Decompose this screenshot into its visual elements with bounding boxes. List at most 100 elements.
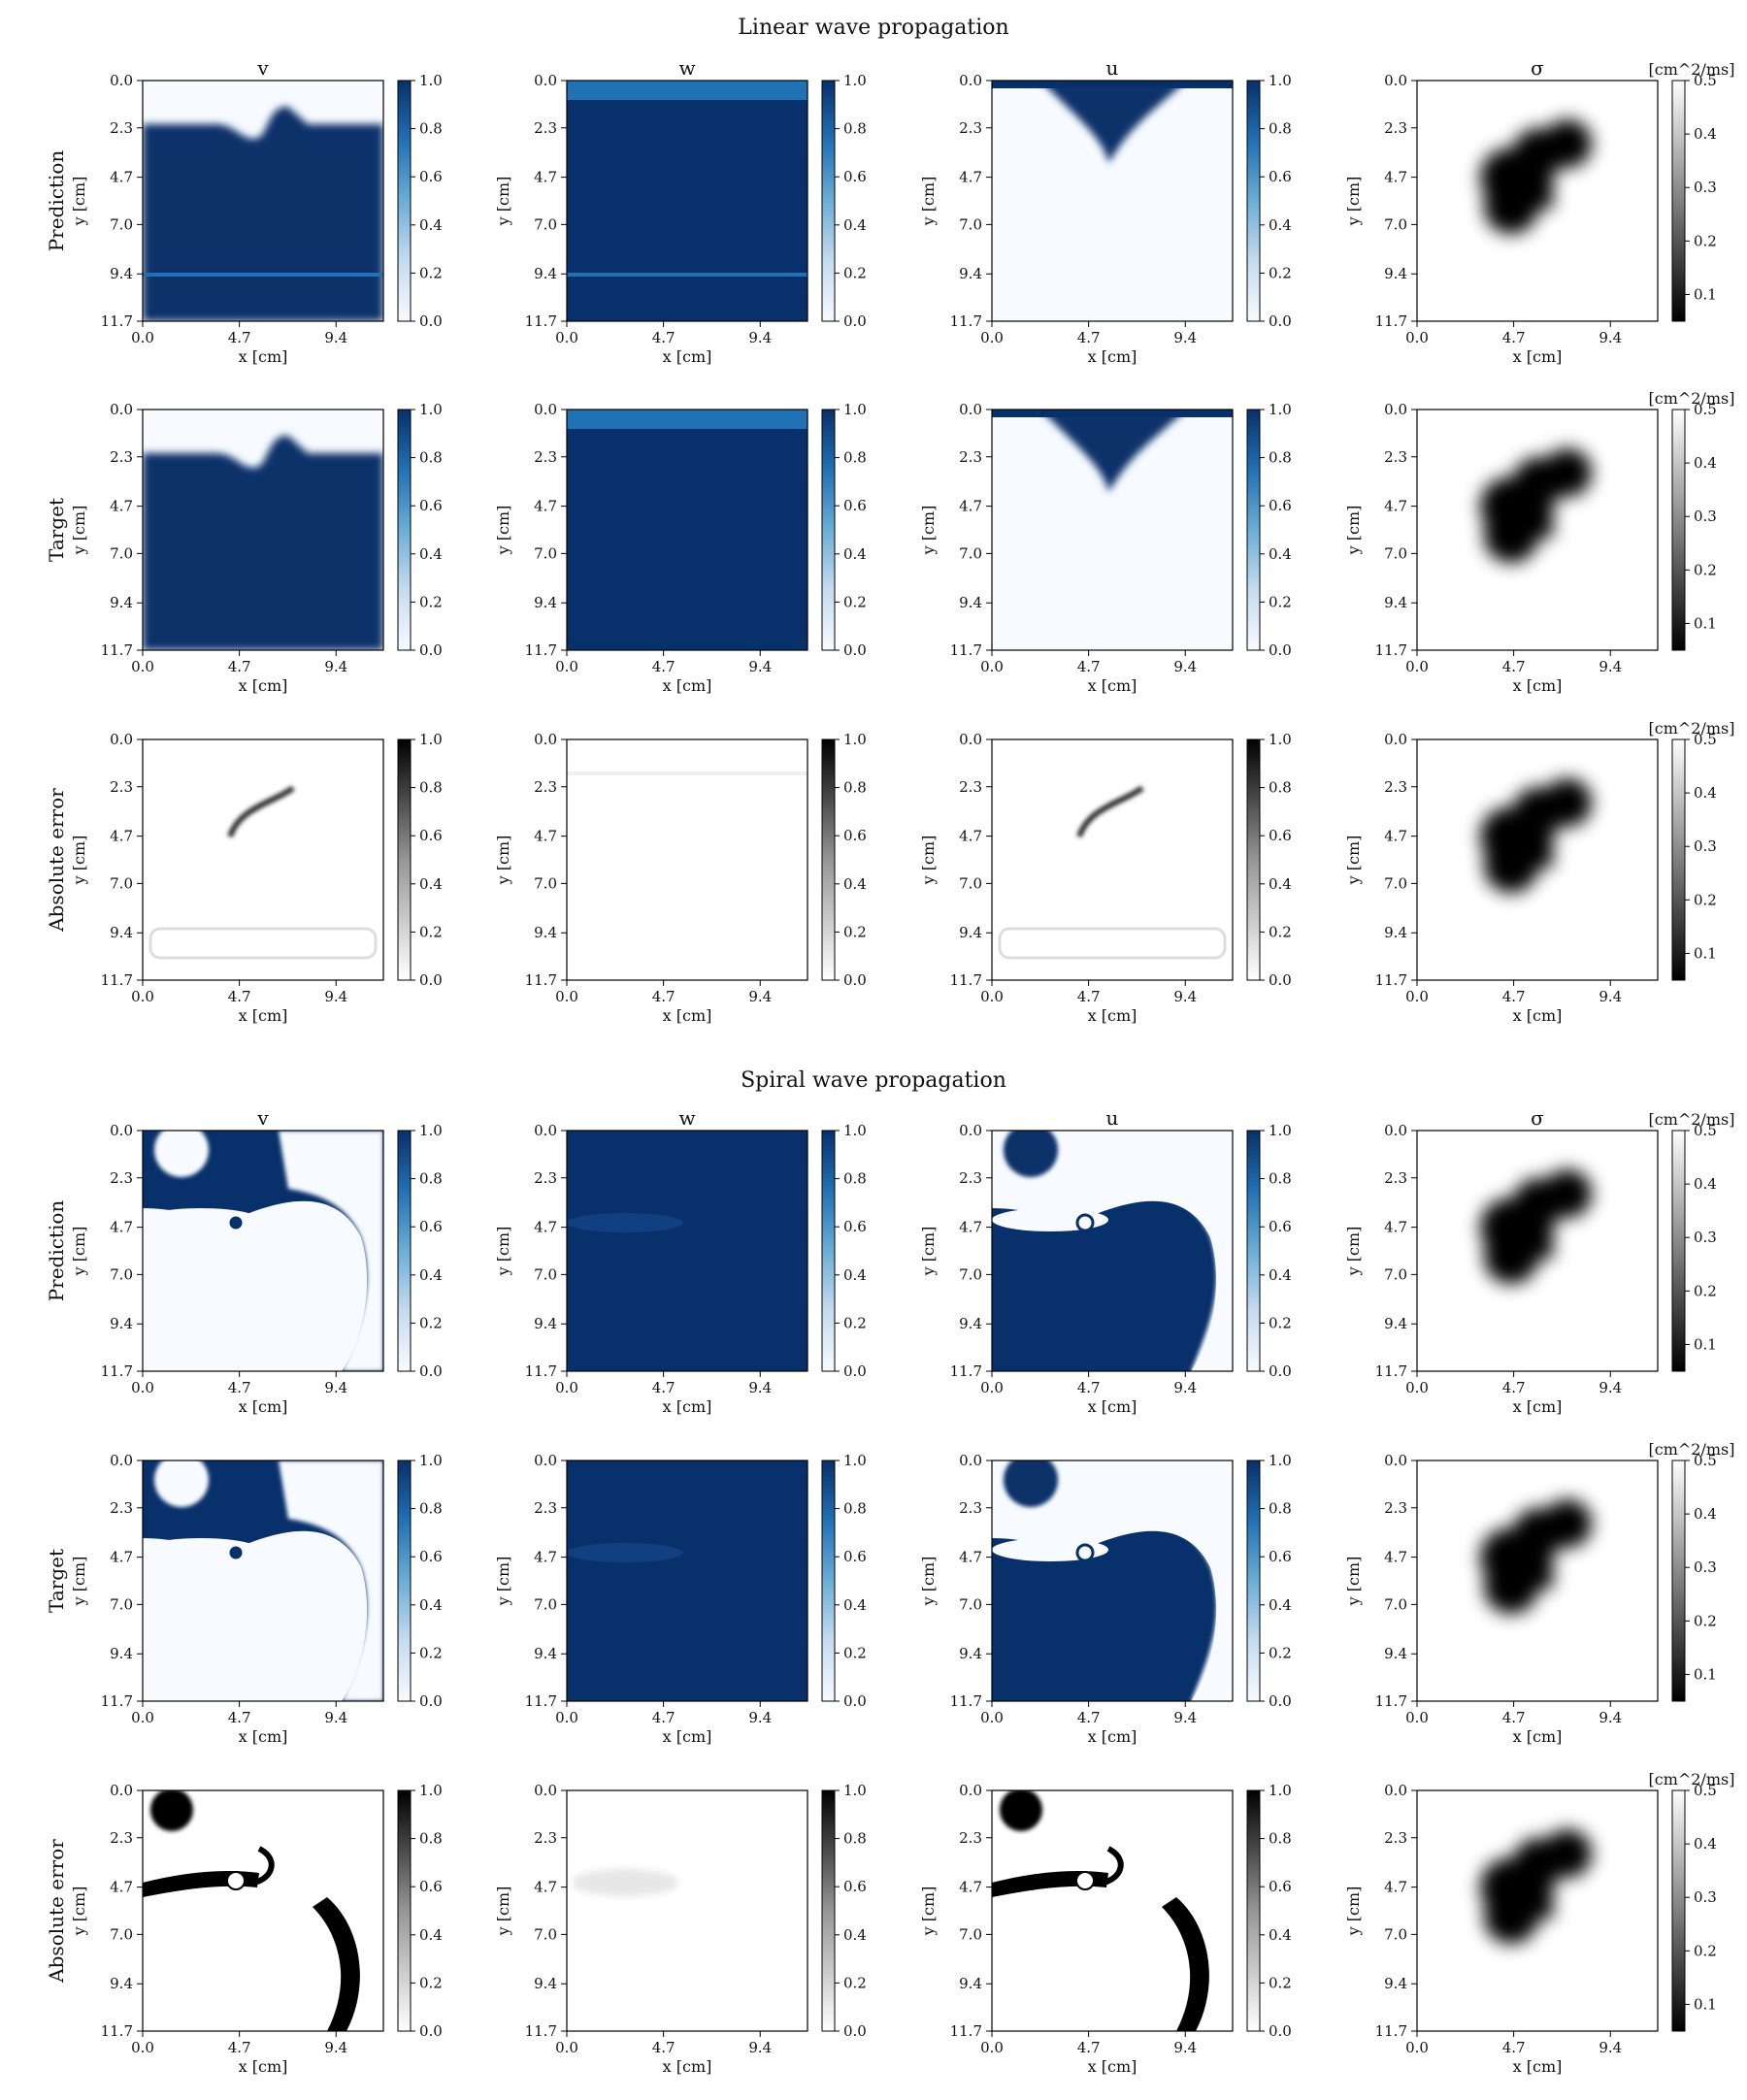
colorbar-gradient	[1246, 1789, 1261, 2032]
y-tick-label: 4.7	[534, 1879, 557, 1896]
colorbar-tick-label: 0.2	[419, 593, 443, 610]
y-axis-label: y [cm]	[1344, 506, 1363, 556]
colorbar-tick-label: 0.6	[843, 827, 867, 844]
colorbar-tick-label: 0.3	[1694, 508, 1717, 525]
y-tick-label: 11.7	[101, 641, 133, 659]
panel-1-1-1: 0.0 4.7 9.4 0.0 2.3 4.7 7.0 9.4 11.7 x [cm] y [cm]…	[494, 1452, 867, 1746]
y-tick-label: 11.7	[525, 641, 557, 659]
x-axis-label: x [cm]	[1088, 1006, 1137, 1025]
colorbar-unit: [cm^2/ms]	[1649, 1110, 1735, 1129]
y-tick-label: 0.0	[959, 1782, 982, 1799]
colorbar-tick-label: 0.8	[419, 779, 443, 797]
panel-1-1-0: 0.0 4.7 9.4 0.0 2.3 4.7 7.0 9.4 11.7 x [cm] y [cm]…	[45, 1452, 443, 1746]
x-tick-label: 4.7	[1502, 1379, 1526, 1396]
x-tick-label: 9.4	[324, 658, 347, 675]
y-axis-label: y [cm]	[919, 1227, 938, 1277]
x-tick-label: 4.7	[228, 1709, 251, 1726]
y-tick-label: 9.4	[110, 924, 133, 941]
colorbar-tick-label: 0.8	[1269, 779, 1292, 797]
y-tick-label: 9.4	[1384, 1645, 1407, 1662]
colorbar-tick-label: 0.0	[419, 641, 443, 659]
column-title: v	[256, 1106, 269, 1130]
heatmap-image	[567, 410, 808, 650]
colorbar-tick-label: 0.2	[1694, 561, 1717, 578]
colorbar-tick-label: 0.8	[1269, 1170, 1292, 1188]
y-tick-label: 9.4	[1384, 924, 1407, 941]
y-tick-label: 4.7	[110, 169, 133, 186]
colorbar-tick-label: 0.0	[419, 1692, 443, 1710]
panel-0-0-1: 0.0 4.7 9.4 0.0 2.3 4.7 7.0 9.4 11.7 x [cm] y [cm]…	[494, 56, 867, 366]
y-tick-label: 7.0	[110, 215, 133, 233]
x-tick-label: 0.0	[1405, 988, 1429, 1005]
y-tick-label: 11.7	[950, 641, 982, 659]
y-tick-label: 9.4	[959, 1645, 982, 1662]
axes-frame	[566, 1460, 808, 1702]
x-tick-label: 9.4	[748, 1709, 772, 1726]
panel-0-2-3: 0.0 4.7 9.4 0.0 2.3 4.7 7.0 9.4 11.7 x [cm] y [cm]…	[1344, 719, 1734, 1025]
colorbar-tick-label: 0.0	[1269, 312, 1292, 330]
x-tick-label: 9.4	[1173, 988, 1197, 1005]
x-tick-label: 9.4	[1599, 329, 1622, 346]
heatmap-image	[567, 81, 808, 321]
colorbar-tick-label: 0.2	[419, 264, 443, 281]
x-tick-label: 4.7	[1077, 329, 1101, 346]
x-tick-label: 0.0	[131, 988, 154, 1005]
colorbar-tick-label: 0.8	[1269, 449, 1292, 467]
x-tick-label: 9.4	[1173, 1709, 1197, 1726]
colorbar-tick-label: 0.4	[843, 1266, 867, 1284]
colorbar: 0.0 0.2 0.4 0.6 0.8 1.0	[397, 401, 443, 659]
panel-1-0-0: 0.0 4.7 9.4 0.0 2.3 4.7 7.0 9.4 11.7 x [cm] y [cm]…	[45, 1106, 443, 1416]
colorbar-tick-label: 0.2	[1694, 1942, 1717, 1959]
x-tick-label: 0.0	[131, 2039, 154, 2056]
heatmap-image	[1417, 739, 1658, 980]
y-tick-label: 9.4	[1384, 265, 1407, 282]
x-axis-label: x [cm]	[663, 347, 712, 366]
panel-1-0-3: 0.0 4.7 9.4 0.0 2.3 4.7 7.0 9.4 11.7 x [cm] y [cm]…	[1344, 1106, 1734, 1416]
x-tick-label: 9.4	[748, 988, 772, 1005]
x-tick-label: 4.7	[228, 2039, 251, 2056]
axes-frame	[1416, 409, 1659, 651]
y-tick-label: 4.7	[959, 1219, 982, 1236]
y-tick-label: 0.0	[110, 731, 133, 748]
x-tick-label: 9.4	[1173, 329, 1197, 346]
heatmap-image	[567, 1131, 808, 1371]
y-tick-label: 11.7	[525, 971, 557, 989]
x-tick-label: 9.4	[324, 329, 347, 346]
colorbar: 0.1 0.2 0.3 0.4 0.5[cm^2/ms]	[1649, 1110, 1735, 1372]
colorbar-gradient	[1671, 409, 1686, 651]
y-axis-label: y [cm]	[70, 177, 88, 227]
colorbar-tick-label: 0.0	[843, 2022, 867, 2040]
y-tick-label: 9.4	[534, 265, 557, 282]
colorbar-tick-label: 0.8	[419, 1170, 443, 1188]
x-tick-label: 9.4	[748, 658, 772, 675]
colorbar-tick-label: 1.0	[419, 72, 443, 89]
colorbar-tick-label: 0.8	[419, 449, 443, 467]
y-tick-label: 0.0	[110, 1452, 133, 1469]
y-tick-label: 4.7	[110, 1879, 133, 1896]
y-tick-label: 4.7	[959, 498, 982, 515]
y-tick-label: 0.0	[534, 401, 557, 418]
y-tick-label: 7.0	[110, 874, 133, 892]
colorbar-tick-label: 0.3	[1694, 1229, 1717, 1246]
colorbar-tick-label: 0.8	[843, 1170, 867, 1188]
y-tick-label: 9.4	[959, 265, 982, 282]
y-tick-label: 0.0	[534, 72, 557, 89]
x-tick-label: 4.7	[228, 1379, 251, 1396]
colorbar: 0.1 0.2 0.3 0.4 0.5[cm^2/ms]	[1649, 1770, 1734, 2032]
x-tick-label: 9.4	[1599, 1379, 1622, 1396]
colorbar-tick-label: 0.4	[1269, 545, 1292, 563]
colorbar-tick-label: 0.5	[1694, 1452, 1717, 1469]
axes-frame	[566, 738, 808, 981]
colorbar-tick-label: 0.4	[1269, 875, 1292, 893]
colorbar-tick-label: 0.0	[419, 971, 443, 989]
colorbar-tick-label: 1.0	[419, 1782, 443, 1799]
colorbar: 0.1 0.2 0.3 0.4 0.5[cm^2/ms]	[1649, 389, 1734, 651]
colorbar-tick-label: 0.4	[419, 875, 443, 893]
y-tick-label: 11.7	[525, 312, 557, 330]
panel-1-1-2: 0.0 4.7 9.4 0.0 2.3 4.7 7.0 9.4 11.7 x [cm] y [cm]…	[919, 1452, 1292, 1746]
y-tick-label: 0.0	[534, 1122, 557, 1139]
colorbar-tick-label: 0.2	[843, 264, 867, 281]
y-tick-label: 2.3	[959, 448, 982, 466]
y-tick-label: 11.7	[101, 2022, 133, 2040]
y-tick-label: 7.0	[1384, 874, 1407, 892]
